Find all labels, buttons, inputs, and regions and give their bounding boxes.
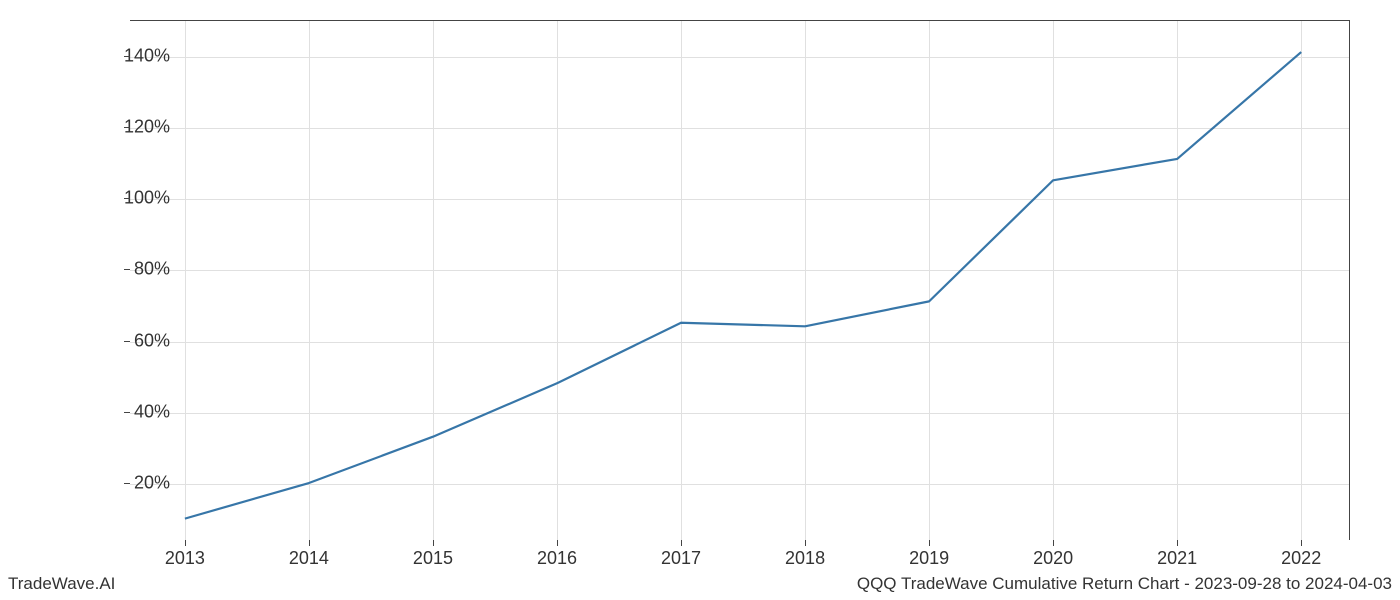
- data-line: [185, 52, 1301, 519]
- y-axis-tick-label: 60%: [110, 330, 170, 351]
- x-tick-mark: [1177, 540, 1178, 546]
- x-axis-tick-label: 2013: [165, 548, 205, 569]
- x-tick-mark: [185, 540, 186, 546]
- y-tick-mark: [124, 56, 130, 57]
- x-axis-tick-label: 2019: [909, 548, 949, 569]
- y-axis-tick-label: 140%: [110, 45, 170, 66]
- y-axis-tick-label: 40%: [110, 401, 170, 422]
- x-tick-mark: [309, 540, 310, 546]
- x-tick-mark: [1053, 540, 1054, 546]
- x-tick-mark: [433, 540, 434, 546]
- y-axis-tick-label: 80%: [110, 259, 170, 280]
- y-tick-mark: [124, 412, 130, 413]
- x-tick-mark: [681, 540, 682, 546]
- y-tick-mark: [124, 198, 130, 199]
- footer-left-text: TradeWave.AI: [8, 574, 115, 594]
- x-tick-mark: [557, 540, 558, 546]
- chart-container: [130, 20, 1350, 540]
- x-axis-tick-label: 2016: [537, 548, 577, 569]
- x-axis-tick-label: 2015: [413, 548, 453, 569]
- x-tick-mark: [1301, 540, 1302, 546]
- x-axis-tick-label: 2022: [1281, 548, 1321, 569]
- x-axis-tick-label: 2021: [1157, 548, 1197, 569]
- x-tick-mark: [929, 540, 930, 546]
- y-tick-mark: [124, 483, 130, 484]
- x-axis-tick-label: 2018: [785, 548, 825, 569]
- y-axis-tick-label: 20%: [110, 473, 170, 494]
- y-axis-tick-label: 100%: [110, 188, 170, 209]
- line-chart-svg: [130, 20, 1350, 540]
- x-axis-tick-label: 2017: [661, 548, 701, 569]
- y-axis-tick-label: 120%: [110, 116, 170, 137]
- x-tick-mark: [805, 540, 806, 546]
- y-tick-mark: [124, 127, 130, 128]
- footer-right-text: QQQ TradeWave Cumulative Return Chart - …: [857, 574, 1392, 594]
- x-axis-tick-label: 2020: [1033, 548, 1073, 569]
- x-axis-tick-label: 2014: [289, 548, 329, 569]
- y-tick-mark: [124, 341, 130, 342]
- y-tick-mark: [124, 269, 130, 270]
